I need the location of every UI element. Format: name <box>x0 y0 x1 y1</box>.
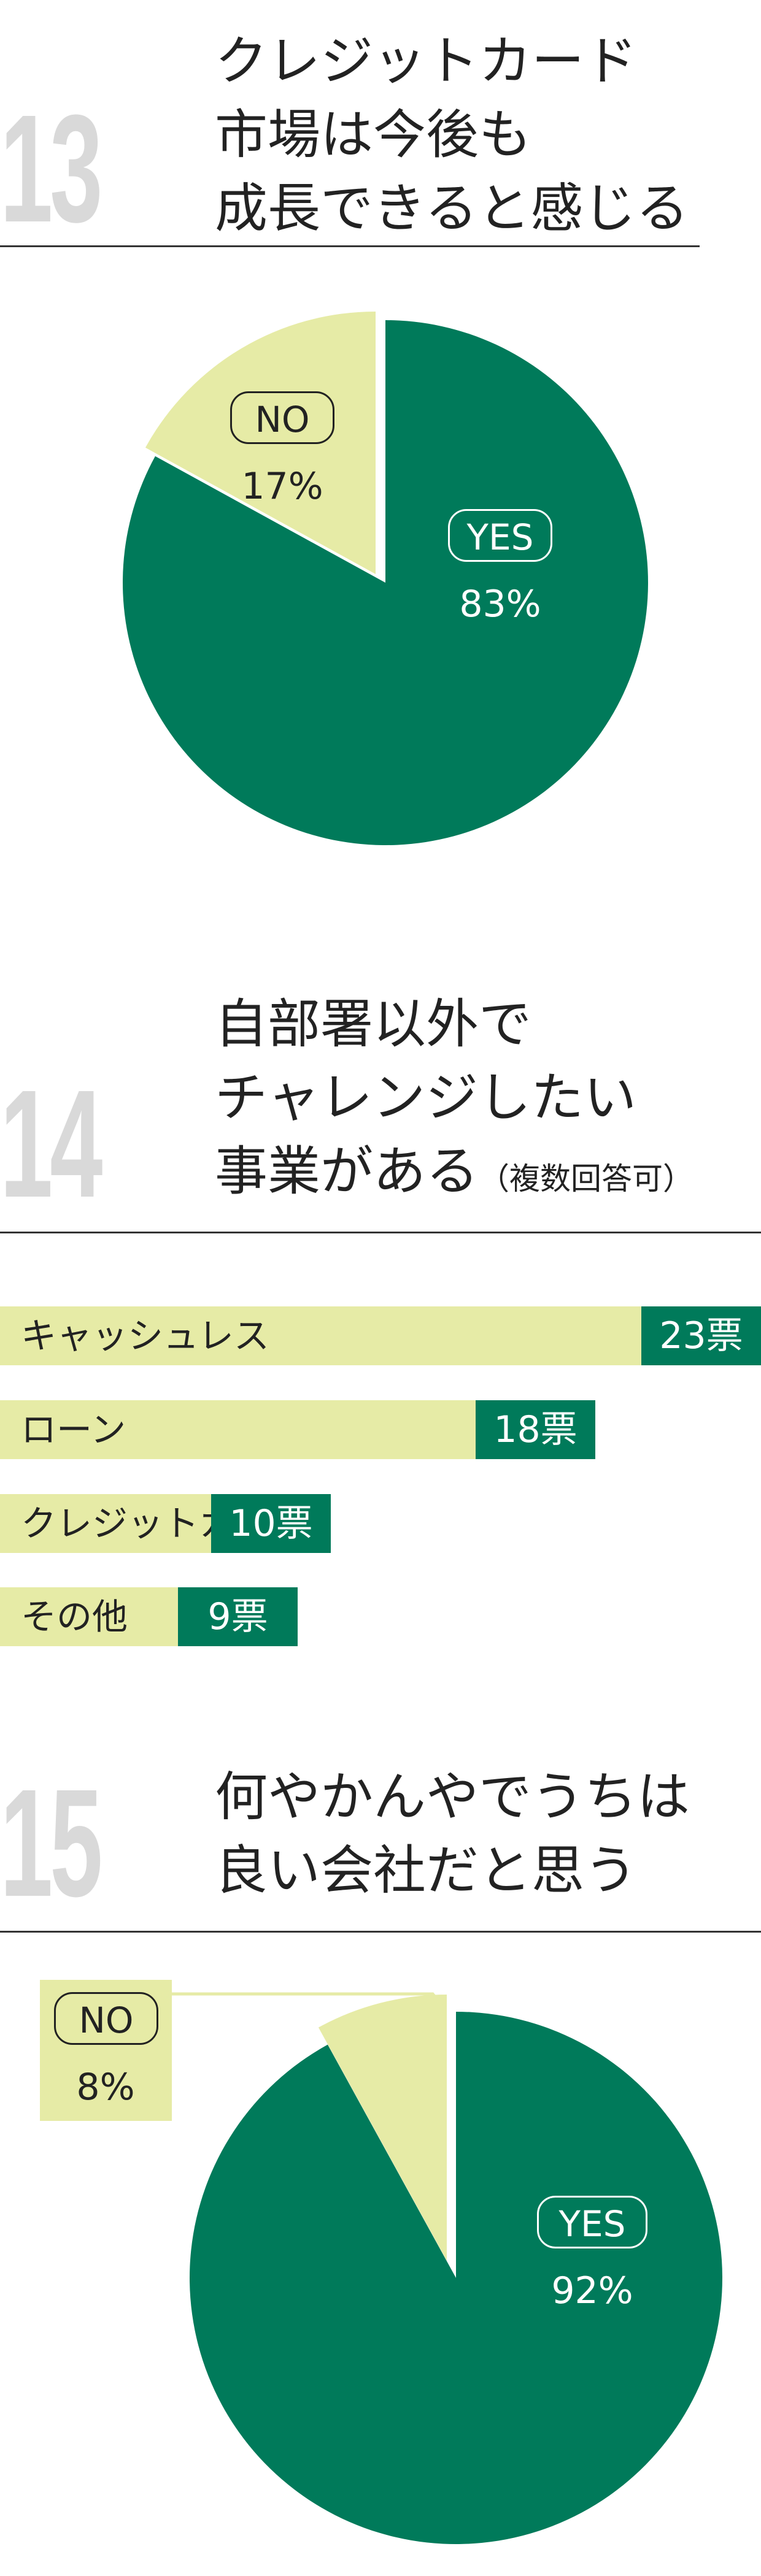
bar-row: ローン 18票 <box>0 1400 595 1459</box>
bar-row: クレジットカード 10票 <box>0 1494 331 1553</box>
section-14-number: 14 <box>0 1058 102 1229</box>
section-15-rule <box>0 1931 761 1933</box>
section-14-title-line-1: 自部署以外で <box>215 994 531 1055</box>
pie13-yes-percent: 83% <box>459 583 541 626</box>
section-15-title-line-2: 良い会社だと思う <box>215 1840 637 1901</box>
section-14-title: 自部署以外で チャレンジしたい 事業がある（複数回答可） <box>215 987 693 1216</box>
pie-chart-15 <box>172 1992 722 2544</box>
pie-slice-no <box>318 1995 447 2261</box>
section-15-title: 何やかんやでうちは 良い会社だと思う <box>215 1760 690 1907</box>
bar-value-label: 18票 <box>476 1400 595 1459</box>
pie13-no-label: NO <box>230 391 334 444</box>
bar-category-label: キャッシュレス <box>21 1315 269 1357</box>
section-14-rule <box>0 1232 761 1233</box>
bar-category-label: その他 <box>21 1596 128 1638</box>
bar-row: その他 9票 <box>0 1587 298 1646</box>
section-13-number: 13 <box>0 83 102 254</box>
bar-category-label: ローン <box>21 1409 126 1451</box>
pie-slice-yes <box>189 2012 722 2544</box>
pie-chart-13 <box>122 312 648 845</box>
section-13-title-line-3: 成長できると感じる <box>215 178 689 239</box>
pie15-yes-percent: 92% <box>551 2269 633 2312</box>
section-14-title-line-3: 事業がある <box>215 1141 479 1202</box>
section-13-title-line-2: 市場は今後も <box>215 104 531 166</box>
section-15-number: 15 <box>0 1757 102 1928</box>
pie15-yes-label: YES <box>537 2196 647 2248</box>
pie-slice-yes <box>122 320 648 845</box>
bar-track <box>0 1306 761 1365</box>
section-13-rule <box>0 245 700 247</box>
section-14-title-note: （複数回答可） <box>479 1161 693 1197</box>
bar-row: キャッシュレス 23票 <box>0 1306 761 1365</box>
section-15-title-line-1: 何やかんやでうちは <box>215 1766 690 1828</box>
pie15-no-label: NO <box>54 1992 158 2045</box>
section-13-title-line-1: クレジットカード <box>215 31 637 92</box>
section-14-title-line-2: チャレンジしたい <box>215 1067 637 1129</box>
bar-value-label: 9票 <box>178 1587 298 1646</box>
pie15-no-percent: 8% <box>76 2066 135 2109</box>
pie13-no-percent: 17% <box>241 465 323 508</box>
section-13-title: クレジットカード 市場は今後も 成長できると感じる <box>215 25 689 245</box>
pie13-yes-label: YES <box>448 509 552 562</box>
bar-value-label: 23票 <box>641 1306 761 1365</box>
bar-value-label: 10票 <box>211 1494 331 1553</box>
